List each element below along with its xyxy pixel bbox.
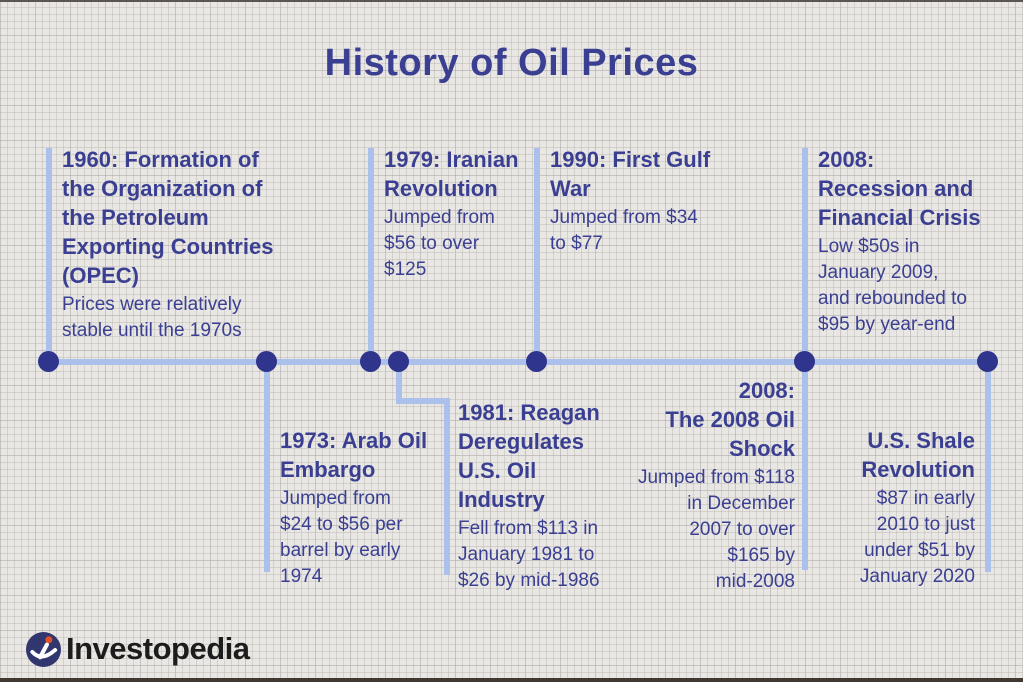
event-1960-opec: 1960: Formation of the Organization of t…	[62, 145, 273, 344]
event-title: 1979: Iranian Revolution	[384, 147, 519, 201]
timeline-dot-1981	[388, 351, 409, 372]
timeline-dot-1990	[526, 351, 547, 372]
connector-2008-oil-shock	[802, 362, 808, 570]
timeline-axis	[49, 359, 988, 365]
event-description: Fell from $113 in January 1981 to $26 by…	[458, 518, 600, 591]
timeline-dot-1979	[360, 351, 381, 372]
event-1973-arab-oil-embargo: 1973: Arab Oil Embargo Jumped from $24 t…	[280, 426, 427, 590]
event-title: 1981: Reagan Deregulates U.S. Oil Indust…	[458, 400, 600, 512]
event-1990-first-gulf-war: 1990: First Gulf War Jumped from $34 to …	[550, 145, 710, 257]
timeline-dot-shale	[977, 351, 998, 372]
top-border	[0, 0, 1023, 2]
event-description: Jumped from $34 to $77	[550, 207, 698, 254]
event-title: 1973: Arab Oil Embargo	[280, 428, 428, 482]
connector-1960	[46, 148, 52, 362]
investopedia-wordmark: Investopedia	[66, 631, 250, 666]
event-title: U.S. Shale Revolution	[861, 428, 975, 482]
event-1981-reagan-deregulation: 1981: Reagan Deregulates U.S. Oil Indust…	[458, 398, 600, 594]
event-2008-recession-financial-crisis: 2008: Recession and Financial Crisis Low…	[818, 145, 981, 338]
connector-shale-revolution	[985, 362, 991, 572]
timeline-dot-1973	[256, 351, 277, 372]
event-description: Jumped from $56 to over $125	[384, 207, 495, 280]
connector-1981-vertical-upper	[396, 362, 402, 404]
connector-1979	[368, 148, 374, 362]
connector-2008-recession	[802, 148, 808, 362]
event-title: 1990: First Gulf War	[550, 147, 711, 201]
event-1979-iranian-revolution: 1979: Iranian Revolution Jumped from $56…	[384, 145, 519, 283]
event-title: 2008: The 2008 Oil Shock	[665, 378, 795, 461]
connector-1990	[534, 148, 540, 362]
event-title: 2008: Recession and Financial Crisis	[818, 147, 981, 230]
connector-1981-elbow	[396, 398, 450, 404]
timeline-dot-2008	[794, 351, 815, 372]
event-2008-oil-shock: 2008: The 2008 Oil Shock Jumped from $11…	[638, 376, 795, 595]
connector-1981-vertical-lower	[444, 398, 450, 575]
event-description: Prices were relatively stable until the …	[62, 294, 242, 341]
event-us-shale-revolution: U.S. Shale Revolution $87 in early 2010 …	[860, 426, 975, 590]
connector-1973	[264, 362, 270, 572]
event-description: $87 in early 2010 to just under $51 by J…	[859, 488, 975, 587]
timeline-dot-1960	[38, 351, 59, 372]
page-title: History of Oil Prices	[324, 42, 699, 84]
event-description: Jumped from $24 to $56 per barrel by ear…	[280, 488, 403, 587]
investopedia-logo: Investopedia	[26, 631, 250, 667]
event-description: Low $50s in January 2009, and rebounded …	[818, 236, 967, 335]
event-title: 1960: Formation of the Organization of t…	[62, 147, 274, 288]
bottom-border	[0, 678, 1023, 682]
event-description: Jumped from $118 in December 2007 to ove…	[637, 467, 795, 592]
investopedia-circle-i-icon	[26, 631, 61, 667]
